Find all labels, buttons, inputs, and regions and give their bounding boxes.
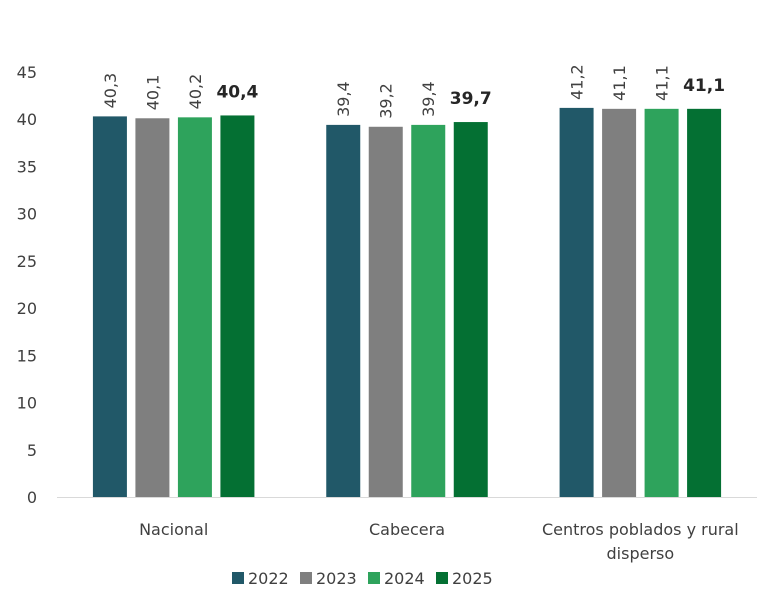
legend-swatch-2022 [232, 572, 244, 584]
bars [92, 107, 722, 498]
bar-2024 [644, 108, 679, 497]
x-category-label: Cabecera [369, 520, 445, 539]
x-category-label: Centros poblados y rural [542, 520, 739, 539]
legend-label: 2024 [384, 569, 425, 588]
bar-2022 [326, 124, 361, 497]
data-label: 41,2 [568, 64, 587, 100]
y-tick-label: 0 [27, 488, 37, 507]
data-label: 39,4 [334, 81, 353, 117]
data-label: 40,2 [186, 74, 205, 110]
bar-2022 [559, 107, 594, 497]
data-label: 39,4 [419, 81, 438, 117]
y-tick-label: 45 [17, 63, 37, 82]
bar-2023 [368, 126, 403, 498]
y-tick-label: 20 [17, 299, 37, 318]
data-label: 40,1 [143, 75, 162, 111]
y-axis: 0 5 10 15 20 25 30 35 40 45 [17, 63, 37, 507]
y-tick-label: 25 [17, 252, 37, 271]
legend-label: 2025 [452, 569, 493, 588]
y-tick-label: 10 [17, 394, 37, 413]
y-tick-label: 15 [17, 346, 37, 365]
data-label: 41,1 [653, 65, 672, 101]
bar-2025 [220, 115, 255, 497]
bar-2024 [177, 117, 212, 497]
legend-label: 2022 [248, 569, 289, 588]
y-tick-label: 40 [17, 110, 37, 129]
legend: 2022 2023 2024 2025 [232, 569, 493, 588]
legend-swatch-2025 [436, 572, 448, 584]
legend-swatch-2024 [368, 572, 380, 584]
data-label: 40,3 [101, 73, 120, 109]
bar-2025 [453, 122, 488, 498]
x-axis-labels: Nacional Cabecera Centros poblados y rural… [139, 520, 739, 563]
data-label: 41,1 [683, 76, 725, 96]
y-tick-label: 30 [17, 205, 37, 224]
legend-swatch-2023 [300, 572, 312, 584]
bar-2024 [411, 124, 446, 497]
data-label: 40,4 [216, 82, 258, 102]
y-tick-label: 35 [17, 157, 37, 176]
y-tick-label: 5 [27, 441, 37, 460]
data-label: 39,2 [377, 83, 396, 119]
x-category-label: Nacional [139, 520, 208, 539]
data-label: 39,7 [450, 89, 492, 109]
bar-2023 [602, 108, 637, 497]
legend-label: 2023 [316, 569, 357, 588]
x-category-label: disperso [607, 544, 675, 563]
data-label: 41,1 [610, 65, 629, 101]
bar-2025 [687, 108, 722, 497]
bar-2022 [92, 116, 127, 497]
data-labels: 40,3 40,1 40,2 40,4 39,4 39,2 39,4 39,7 41,2 41,1… [101, 64, 725, 119]
bar-2023 [135, 118, 170, 498]
